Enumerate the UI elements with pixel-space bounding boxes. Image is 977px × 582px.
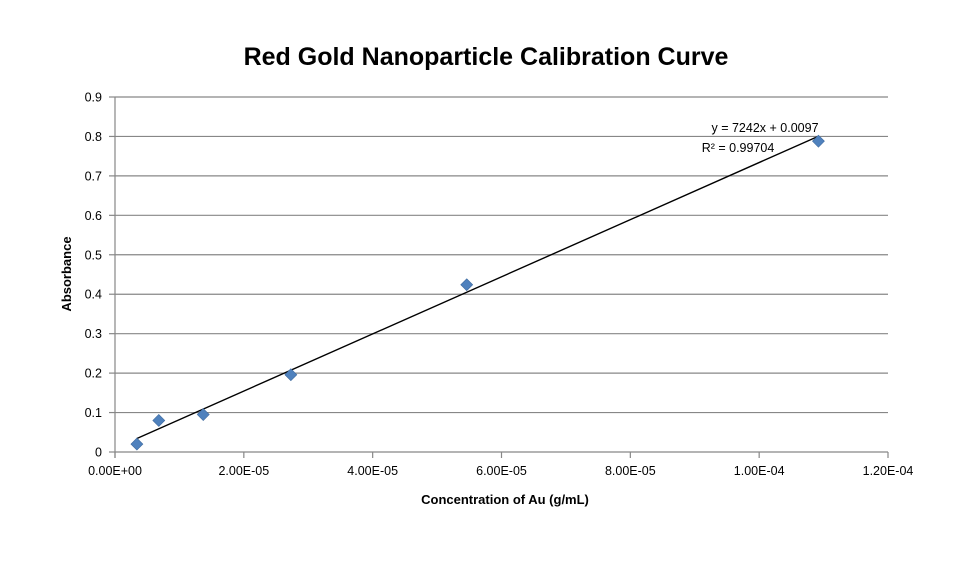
trendline-r2: R² = 0.99704 <box>702 141 775 155</box>
y-tick-label: 0.7 <box>85 169 102 183</box>
y-tick-label: 0.1 <box>85 406 102 420</box>
y-tick-label: 0.9 <box>85 91 102 105</box>
x-tick-labels: 0.00E+00 2.00E-05 4.00E-05 6.00E-05 8.00E-05… <box>88 464 913 478</box>
trendline-group <box>136 135 819 440</box>
data-point <box>196 408 210 421</box>
x-tick-label: 1.00E-04 <box>734 464 785 478</box>
data-points <box>130 134 825 451</box>
x-tick-label: 6.00E-05 <box>476 464 527 478</box>
x-tick-label: 0.00E+00 <box>88 464 142 478</box>
data-point <box>152 414 166 427</box>
x-tick-label: 1.20E-04 <box>863 464 914 478</box>
chart-title: Red Gold Nanoparticle Calibration Curve <box>244 43 729 71</box>
x-tick-label: 4.00E-05 <box>347 464 398 478</box>
y-tick-labels: 0 0.1 0.2 0.3 0.4 0.5 0.6 0.7 0.8 0.9 <box>85 91 102 460</box>
y-tick-label: 0.2 <box>85 367 102 381</box>
y-tick-label: 0 <box>95 446 102 460</box>
x-axis-title: Concentration of Au (g/mL) <box>421 492 589 507</box>
y-axis-title: Absorbance <box>59 236 74 311</box>
trendline <box>136 135 819 440</box>
data-point <box>812 134 825 148</box>
axes <box>109 96 889 458</box>
y-tick-label: 0.3 <box>85 327 102 341</box>
data-point <box>130 437 144 451</box>
data-point <box>460 278 474 292</box>
y-tick-label: 0.6 <box>85 209 102 223</box>
x-tick-label: 2.00E-05 <box>218 464 269 478</box>
gridlines <box>115 96 888 414</box>
y-tick-label: 0.8 <box>85 130 102 144</box>
y-tick-label: 0.4 <box>85 288 102 302</box>
y-tick-label: 0.5 <box>85 248 102 262</box>
x-tick-label: 8.00E-05 <box>605 464 656 478</box>
trendline-equation: y = 7242x + 0.0097 <box>711 121 818 135</box>
data-point <box>284 368 298 382</box>
